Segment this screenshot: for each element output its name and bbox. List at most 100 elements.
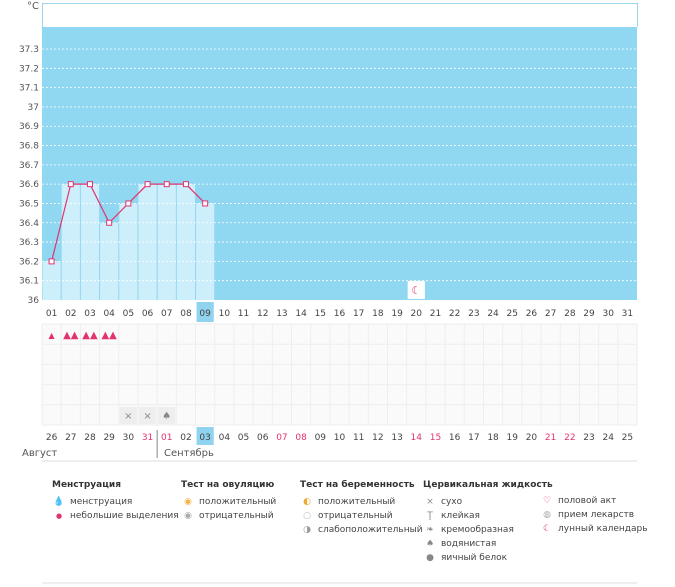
x-tick-label: 22 xyxy=(449,309,460,319)
heart-icon: ♡ xyxy=(542,496,552,506)
bottom-date-label: 17 xyxy=(468,433,479,443)
y-tick-label: 36.9 xyxy=(19,122,39,132)
legend-spotting-item: небольшие выделения xyxy=(70,511,179,521)
drop-icon: ▲▲ xyxy=(101,330,117,341)
egg-white-icon: ● xyxy=(426,553,434,563)
y-tick-label: 36.3 xyxy=(19,238,39,248)
temp-bar xyxy=(176,184,196,300)
bottom-date-label: 27 xyxy=(65,433,76,443)
dry-icon: × xyxy=(143,411,151,422)
x-tick-label: 31 xyxy=(622,309,633,319)
legend-intercourse: половой акт xyxy=(558,496,617,506)
creamy-icon: ❧ xyxy=(426,525,434,535)
legend-cervical-watery: водянистая xyxy=(441,539,497,549)
month-label-september: Сентябрь xyxy=(164,448,214,459)
legend-pregnancy-title: Тест на беременность xyxy=(300,480,415,490)
y-tick-label: 37 xyxy=(28,103,39,113)
data-point xyxy=(86,181,93,188)
bottom-date-label: 24 xyxy=(602,433,614,443)
legend-menstruation-title: Менструация xyxy=(52,480,121,490)
y-tick-label: 36.6 xyxy=(19,180,39,190)
x-tick-label: 14 xyxy=(295,309,307,319)
legend-ovulation-positive: положительный xyxy=(199,497,277,507)
legend-medication: прием лекарств xyxy=(558,510,635,520)
y-tick-label: 37.2 xyxy=(19,64,39,74)
x-tick-label: 21 xyxy=(430,309,441,319)
x-tick-label: 27 xyxy=(545,309,556,319)
x-tick-label: 15 xyxy=(315,309,326,319)
moon-icon: ☾ xyxy=(542,524,552,534)
bottom-date-label: 02 xyxy=(180,433,191,443)
y-tick-label: 36.7 xyxy=(19,161,39,171)
x-tick-label: 18 xyxy=(372,309,384,319)
bottom-date-label: 07 xyxy=(276,433,287,443)
x-tick-label: 29 xyxy=(583,309,595,319)
legend-menstruation-item: менструация xyxy=(70,497,133,507)
watery-icon: ♠ xyxy=(162,411,171,422)
bottom-date-label: 05 xyxy=(238,433,249,443)
bottom-date-label: 18 xyxy=(487,433,499,443)
dry-icon: × xyxy=(426,497,434,507)
x-tick-label: 13 xyxy=(276,309,287,319)
y-tick-label: 36.4 xyxy=(19,219,39,229)
legend-ovulation-negative: отрицательный xyxy=(199,511,274,521)
x-tick-label: 12 xyxy=(257,309,268,319)
x-tick-label: 24 xyxy=(487,309,499,319)
y-unit-label: °C xyxy=(27,1,39,12)
legend-cervical-title: Цервикальная жидкость xyxy=(423,480,553,490)
data-point xyxy=(202,200,209,207)
legend-cervical-sticky: клейкая xyxy=(441,511,480,521)
temp-bar xyxy=(100,222,119,300)
y-tick-label: 37.3 xyxy=(19,45,39,55)
legend-pregnancy-positive: положительный xyxy=(318,497,396,507)
bottom-date-label: 25 xyxy=(622,433,633,443)
selected-date-highlight xyxy=(196,427,214,445)
bottom-date-label: 01 xyxy=(161,433,172,443)
data-point xyxy=(182,181,189,188)
bottom-date-label: 19 xyxy=(507,433,519,443)
bottom-date-label: 30 xyxy=(123,433,135,443)
bottom-date-label: 10 xyxy=(334,433,346,443)
data-point xyxy=(48,258,55,265)
bottom-date-label: 09 xyxy=(315,433,327,443)
bottom-date-label: 29 xyxy=(103,433,115,443)
temp-bar xyxy=(196,203,215,300)
x-tick-label: 30 xyxy=(602,309,614,319)
x-tick-label: 09 xyxy=(199,309,211,319)
x-tick-label: 25 xyxy=(507,309,518,319)
y-tick-label: 36.2 xyxy=(19,257,39,267)
bottom-date-label: 03 xyxy=(199,433,210,443)
y-tick-label: 36.8 xyxy=(19,142,39,152)
legend-pregnancy: Тест на беременность ◐ положительный ○ отр… xyxy=(300,480,423,537)
x-tick-label: 16 xyxy=(334,309,346,319)
x-tick-label: 02 xyxy=(65,309,76,319)
drop-icon: 💧 xyxy=(53,497,65,507)
drop-icon: ▲▲ xyxy=(82,330,98,341)
data-point xyxy=(125,200,132,207)
negative-test-icon: ◉ xyxy=(184,511,192,521)
drop-icon: ▲▲ xyxy=(63,330,79,341)
bottom-date-label: 31 xyxy=(142,433,153,443)
bottom-date-label: 14 xyxy=(411,433,423,443)
x-tick-label: 11 xyxy=(238,309,249,319)
x-tick-label: 17 xyxy=(353,309,364,319)
pill-icon: ◍ xyxy=(543,510,551,520)
x-tick-label: 01 xyxy=(46,309,57,319)
pregnancy-negative-icon: ○ xyxy=(303,511,311,521)
x-tick-label: 07 xyxy=(161,309,172,319)
bottom-date-label: 21 xyxy=(545,433,556,443)
moon-icon: ☾ xyxy=(411,284,421,297)
legend-cervical-creamy: кремообразная xyxy=(441,525,514,535)
legend-ovulation-title: Тест на овуляцию xyxy=(181,480,275,490)
bottom-date-label: 23 xyxy=(583,433,594,443)
data-point xyxy=(67,181,74,188)
y-tick-label: 36.1 xyxy=(19,277,39,287)
dry-icon: × xyxy=(124,411,132,422)
fluid-cell-bg xyxy=(158,407,176,424)
bottom-date-label: 28 xyxy=(84,433,96,443)
y-tick-label: 36.5 xyxy=(19,199,39,209)
legend-other: ♡ половой акт ◍ прием лекарств ☾ лунный кал… xyxy=(540,494,648,536)
legend-cervical-dry: сухо xyxy=(441,497,463,507)
